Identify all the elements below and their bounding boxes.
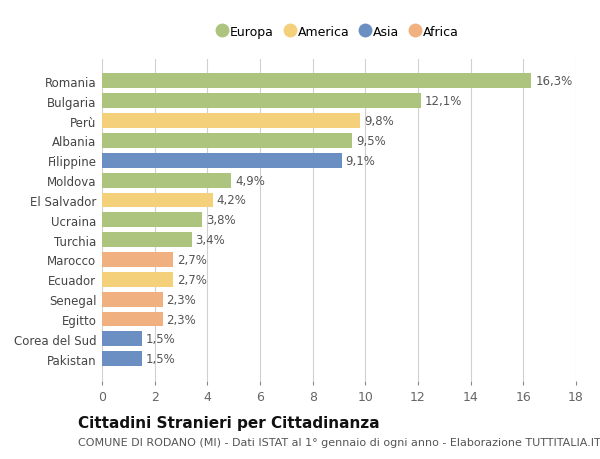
Bar (102, 213, 202, 228)
Text: 9,1%: 9,1% (346, 154, 376, 168)
Bar (102, 114, 360, 129)
Text: 4,2%: 4,2% (217, 194, 247, 207)
Bar (102, 193, 212, 208)
Text: Cittadini Stranieri per Cittadinanza: Cittadini Stranieri per Cittadinanza (78, 415, 380, 431)
Bar (102, 94, 421, 109)
Legend: Europa, America, Asia, Africa: Europa, America, Asia, Africa (214, 21, 464, 44)
Bar (102, 352, 142, 366)
Text: 2,7%: 2,7% (177, 273, 207, 286)
Text: 1,5%: 1,5% (145, 333, 175, 346)
Text: 2,3%: 2,3% (167, 313, 196, 326)
Text: 4,9%: 4,9% (235, 174, 265, 187)
Bar (102, 272, 173, 287)
Text: 1,5%: 1,5% (145, 353, 175, 365)
Text: COMUNE DI RODANO (MI) - Dati ISTAT al 1° gennaio di ogni anno - Elaborazione TUT: COMUNE DI RODANO (MI) - Dati ISTAT al 1°… (78, 437, 600, 447)
Text: 9,5%: 9,5% (356, 134, 386, 148)
Bar (102, 74, 531, 89)
Bar (102, 292, 163, 307)
Bar (102, 252, 173, 267)
Bar (102, 153, 341, 168)
Bar (102, 174, 231, 188)
Text: 12,1%: 12,1% (425, 95, 462, 108)
Bar (102, 233, 191, 247)
Text: 9,8%: 9,8% (364, 115, 394, 128)
Text: 2,7%: 2,7% (177, 253, 207, 266)
Text: 3,4%: 3,4% (196, 234, 225, 246)
Text: 16,3%: 16,3% (535, 75, 572, 88)
Text: 3,8%: 3,8% (206, 214, 236, 227)
Bar (102, 332, 142, 347)
Bar (102, 312, 163, 327)
Bar (102, 134, 352, 149)
Text: 2,3%: 2,3% (167, 293, 196, 306)
